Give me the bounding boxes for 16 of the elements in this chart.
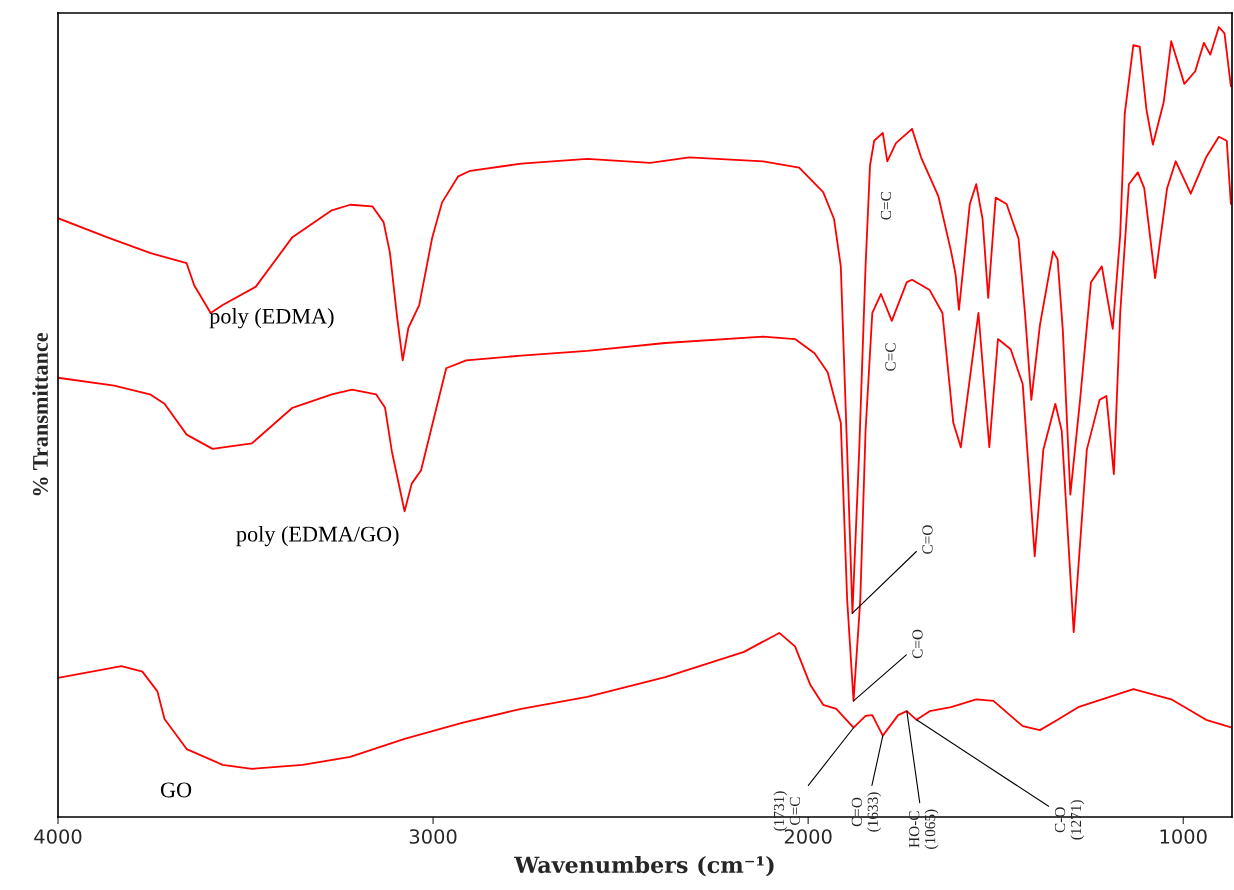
series-label: poly (EDMA/GO) bbox=[236, 525, 399, 547]
annotation: C=C bbox=[880, 192, 892, 220]
x-tick-label: 4000 bbox=[34, 829, 82, 844]
y-axis-title: % Transmittance bbox=[32, 332, 48, 496]
x-tick-label: 1000 bbox=[1160, 829, 1207, 844]
series-label: GO bbox=[160, 782, 192, 798]
x-axis-title: Wavenumbers (cm⁻¹) bbox=[514, 855, 774, 877]
annotation: C=O bbox=[912, 629, 923, 659]
annotation: C=C bbox=[885, 343, 896, 371]
annotation: HO-C (1065) bbox=[909, 809, 939, 849]
annotation: C=O (1633) bbox=[851, 792, 882, 832]
annotation: C-O (1271) bbox=[1054, 800, 1085, 840]
annotation: C=O bbox=[922, 525, 933, 554]
x-tick-label: 3000 bbox=[409, 829, 457, 844]
x-tick-label: 2000 bbox=[784, 829, 832, 844]
series-label: poly (EDMA) bbox=[209, 308, 334, 329]
